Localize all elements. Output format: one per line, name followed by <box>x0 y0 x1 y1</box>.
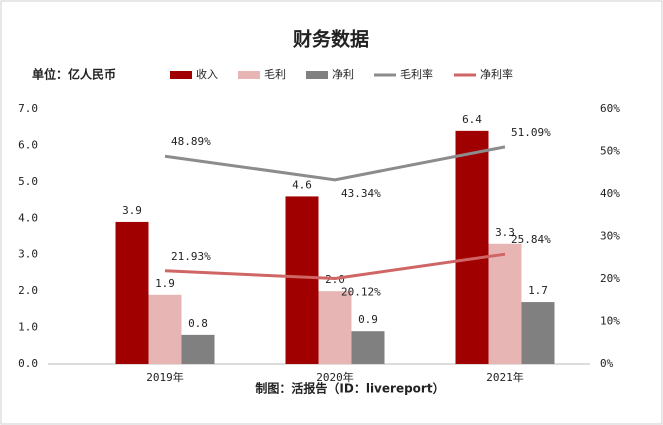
unit-label: 单位：亿人民币 <box>32 67 116 82</box>
bar <box>115 221 149 364</box>
y2-tick-label: 10% <box>600 315 620 328</box>
line <box>164 145 506 182</box>
line-value-label: 48.89% <box>171 135 211 148</box>
caption: 制图：活报告（ID：livereport） <box>255 381 444 396</box>
legend-label: 收入 <box>196 67 218 81</box>
bar <box>181 334 215 364</box>
y-tick-label: 4.0 <box>18 211 38 224</box>
y-tick-label: 5.0 <box>18 175 38 188</box>
y2-tick-label: 60% <box>600 102 620 115</box>
y-tick-label: 0.0 <box>18 357 38 370</box>
bar-value-label: 6.4 <box>462 113 482 126</box>
y2-tick-label: 0% <box>600 357 614 370</box>
y2-tick-label: 30% <box>600 230 620 243</box>
line-value-label: 51.09% <box>511 126 551 139</box>
line-value-label: 20.12% <box>341 285 381 298</box>
x-tick-label: 2020年 <box>316 370 354 384</box>
bar-value-label: 3.3 <box>495 226 515 239</box>
legend-label: 毛利率 <box>400 67 433 81</box>
line-value-label: 25.84% <box>511 233 551 246</box>
line-value-label: 43.34% <box>341 187 381 200</box>
bar <box>455 130 489 364</box>
legend-swatch <box>238 71 260 79</box>
y-tick-label: 3.0 <box>18 248 38 261</box>
bar-value-label: 3.9 <box>122 204 142 217</box>
legend-label: 毛利 <box>264 68 286 81</box>
bar-value-label: 1.7 <box>528 284 548 297</box>
legend-swatch <box>170 71 192 79</box>
bar <box>351 331 385 364</box>
y2-tick-label: 50% <box>600 145 620 158</box>
legend-label: 净利 <box>332 67 354 81</box>
x-tick-label: 2021年 <box>486 370 524 384</box>
legend-swatch <box>306 71 328 79</box>
y-tick-label: 7.0 <box>18 102 38 115</box>
y2-tick-label: 40% <box>600 187 620 200</box>
bar-value-label: 4.6 <box>292 178 312 191</box>
y-tick-label: 2.0 <box>18 284 38 297</box>
y2-tick-label: 20% <box>600 272 620 285</box>
legend-label: 净利率 <box>480 67 513 81</box>
y-tick-label: 1.0 <box>18 321 38 334</box>
x-tick-label: 2019年 <box>146 370 184 384</box>
chart-title: 财务数据 <box>293 28 369 51</box>
line <box>164 252 506 280</box>
bar-value-label: 0.9 <box>358 313 378 326</box>
line-value-label: 21.93% <box>171 250 211 263</box>
bar <box>521 302 555 364</box>
bar-value-label: 1.9 <box>155 277 175 290</box>
y-tick-label: 6.0 <box>18 138 38 151</box>
bar <box>318 291 352 364</box>
bar <box>285 196 319 364</box>
bar-value-label: 0.8 <box>188 317 208 330</box>
bar <box>488 243 522 364</box>
bar <box>148 294 182 364</box>
